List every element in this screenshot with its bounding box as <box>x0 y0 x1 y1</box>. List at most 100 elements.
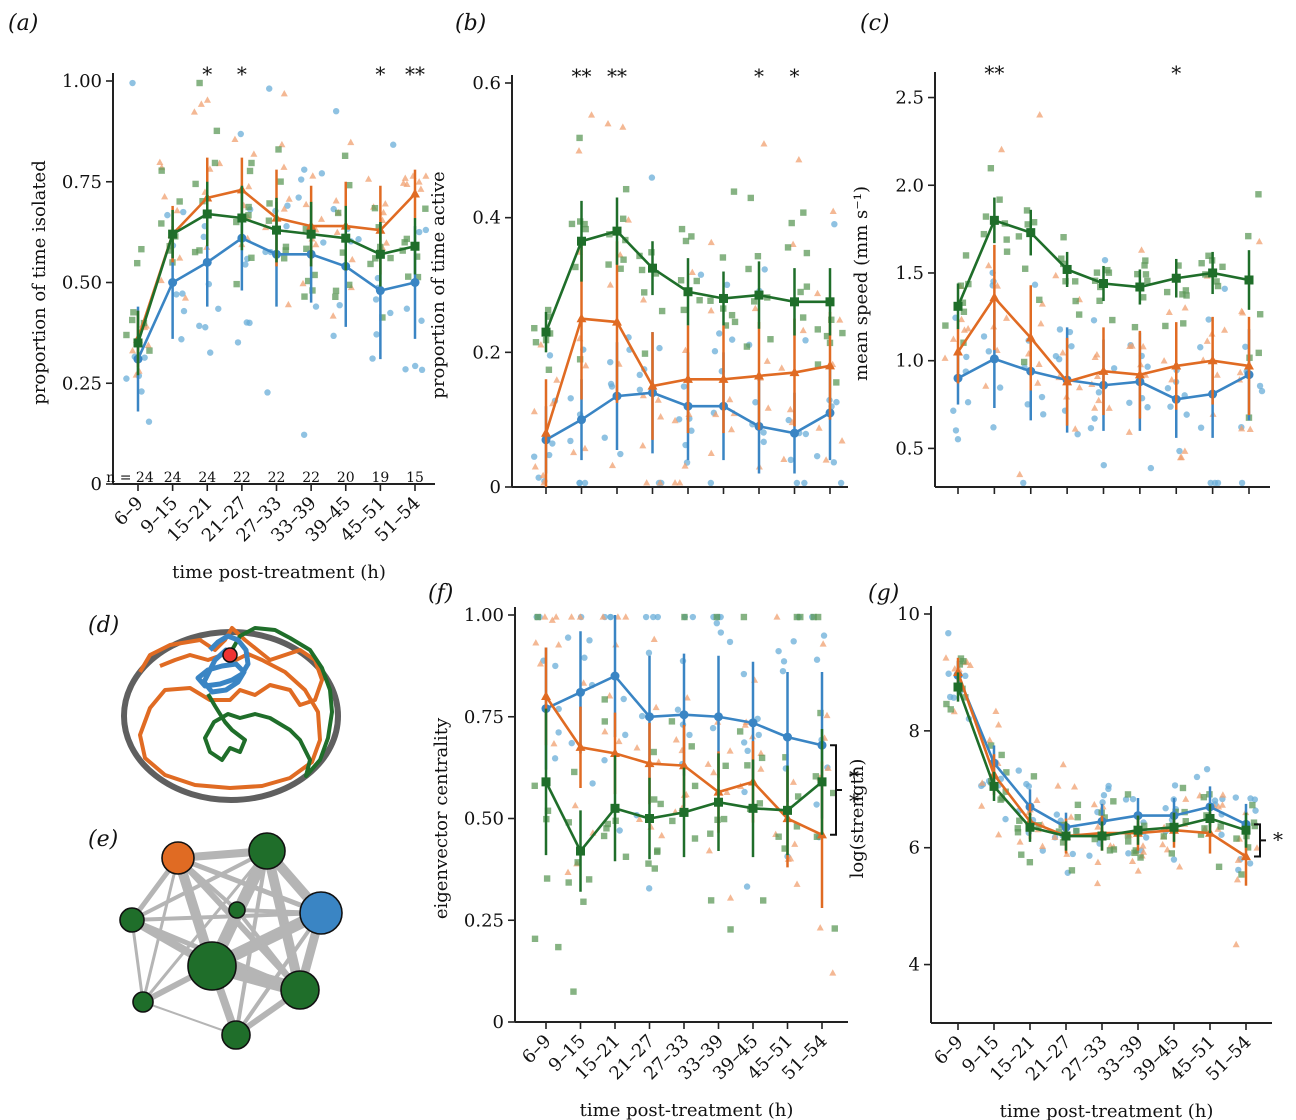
raw-point-green <box>301 293 308 300</box>
y-tick-label-f: 0 <box>493 1012 504 1033</box>
raw-point-orange <box>1067 813 1075 820</box>
raw-point-green <box>1016 817 1023 824</box>
raw-point-green <box>233 280 240 288</box>
raw-point-blue <box>688 427 695 434</box>
raw-point-orange <box>773 613 781 620</box>
mean-point <box>1171 360 1182 370</box>
mean-point <box>612 226 622 236</box>
raw-point-blue <box>1197 344 1204 351</box>
raw-point-blue <box>740 670 748 678</box>
raw-point-blue <box>567 395 574 402</box>
raw-point-green <box>1144 277 1151 285</box>
raw-point-orange <box>280 163 288 170</box>
raw-point-blue <box>620 695 627 703</box>
mean-point <box>1244 275 1254 285</box>
raw-point-orange <box>688 268 696 276</box>
raw-point-blue <box>638 712 646 720</box>
raw-point-orange <box>250 150 258 157</box>
raw-point-green <box>399 247 406 254</box>
raw-point-blue <box>581 479 589 487</box>
raw-point-green <box>565 819 572 826</box>
raw-point-green <box>332 287 340 295</box>
y-tick-label-b: 0.4 <box>472 208 501 229</box>
raw-point-blue <box>1105 785 1112 793</box>
raw-point-green <box>604 820 611 828</box>
raw-point-blue <box>295 194 302 201</box>
raw-point-green <box>565 879 572 886</box>
raw-point-green <box>1036 296 1043 304</box>
raw-point-green <box>1179 784 1187 792</box>
raw-point-green <box>1096 297 1103 305</box>
raw-point-orange <box>789 778 797 785</box>
raw-point-green <box>1021 265 1029 272</box>
raw-point-green <box>622 185 630 193</box>
raw-points-f <box>531 613 838 995</box>
raw-point-orange <box>633 744 641 751</box>
raw-point-green <box>775 833 782 840</box>
raw-point-blue <box>713 619 721 627</box>
raw-point-blue <box>1040 411 1047 418</box>
raw-point-green <box>650 796 658 803</box>
raw-point-green <box>998 751 1005 759</box>
raw-point-blue <box>648 174 656 181</box>
raw-point-blue <box>717 629 725 636</box>
raw-point-green <box>1213 278 1220 285</box>
raw-point-green <box>403 235 411 243</box>
mean-point <box>1026 228 1036 238</box>
raw-point-green <box>1072 278 1079 285</box>
raw-point-blue <box>555 729 562 736</box>
raw-point-blue <box>779 667 787 675</box>
raw-point-green <box>691 782 699 790</box>
raw-point-orange <box>203 96 211 103</box>
raw-point-blue <box>813 801 820 808</box>
mean-point <box>610 671 620 681</box>
raw-point-green <box>233 218 240 226</box>
mean-point <box>237 213 247 223</box>
raw-point-green <box>682 237 690 245</box>
raw-point-blue <box>564 634 572 641</box>
raw-point-blue <box>1162 805 1169 812</box>
raw-point-blue <box>1238 479 1246 487</box>
raw-point-green <box>1163 288 1171 296</box>
raw-point-orange <box>157 276 165 284</box>
raw-point-blue <box>760 429 767 436</box>
raw-point-orange <box>793 880 801 887</box>
raw-point-green <box>1003 236 1010 243</box>
raw-point-green <box>1015 233 1023 240</box>
raw-point-green <box>577 218 584 225</box>
raw-point-green <box>176 198 183 205</box>
mean-point <box>790 428 799 438</box>
panel-label-c: (c) <box>860 11 890 36</box>
y-tick-label-f: 1.00 <box>464 605 504 626</box>
mean-point <box>645 712 654 722</box>
bracket-star: * <box>849 765 859 789</box>
raw-point-orange <box>1093 879 1102 887</box>
raw-point-green <box>1073 827 1080 835</box>
orange-track <box>138 626 324 790</box>
sample-size: 22 <box>233 470 251 486</box>
raw-point-green <box>371 204 379 212</box>
raw-point-blue <box>1221 285 1228 292</box>
raw-point-blue <box>607 358 614 366</box>
raw-point-orange <box>1233 876 1241 883</box>
network-edge <box>175 855 303 993</box>
raw-points-a <box>123 79 430 438</box>
raw-points-c <box>941 111 1266 487</box>
raw-point-blue <box>283 223 290 230</box>
y-tick-label-a: 0 <box>91 474 102 495</box>
raw-point-green <box>570 988 577 995</box>
raw-point-orange <box>780 455 788 462</box>
raw-point-blue <box>813 452 821 460</box>
raw-point-blue <box>301 166 308 173</box>
mean-point <box>168 278 178 287</box>
raw-point-green <box>803 283 811 290</box>
raw-point-green <box>722 322 730 329</box>
raw-point-green <box>277 178 284 185</box>
raw-point-blue <box>1214 479 1222 487</box>
raw-point-blue <box>581 654 588 661</box>
raw-point-orange <box>1054 782 1062 789</box>
raw-point-orange <box>280 89 288 97</box>
raw-point-orange <box>712 410 720 418</box>
raw-point-orange <box>1038 300 1046 307</box>
raw-point-orange <box>656 479 664 486</box>
